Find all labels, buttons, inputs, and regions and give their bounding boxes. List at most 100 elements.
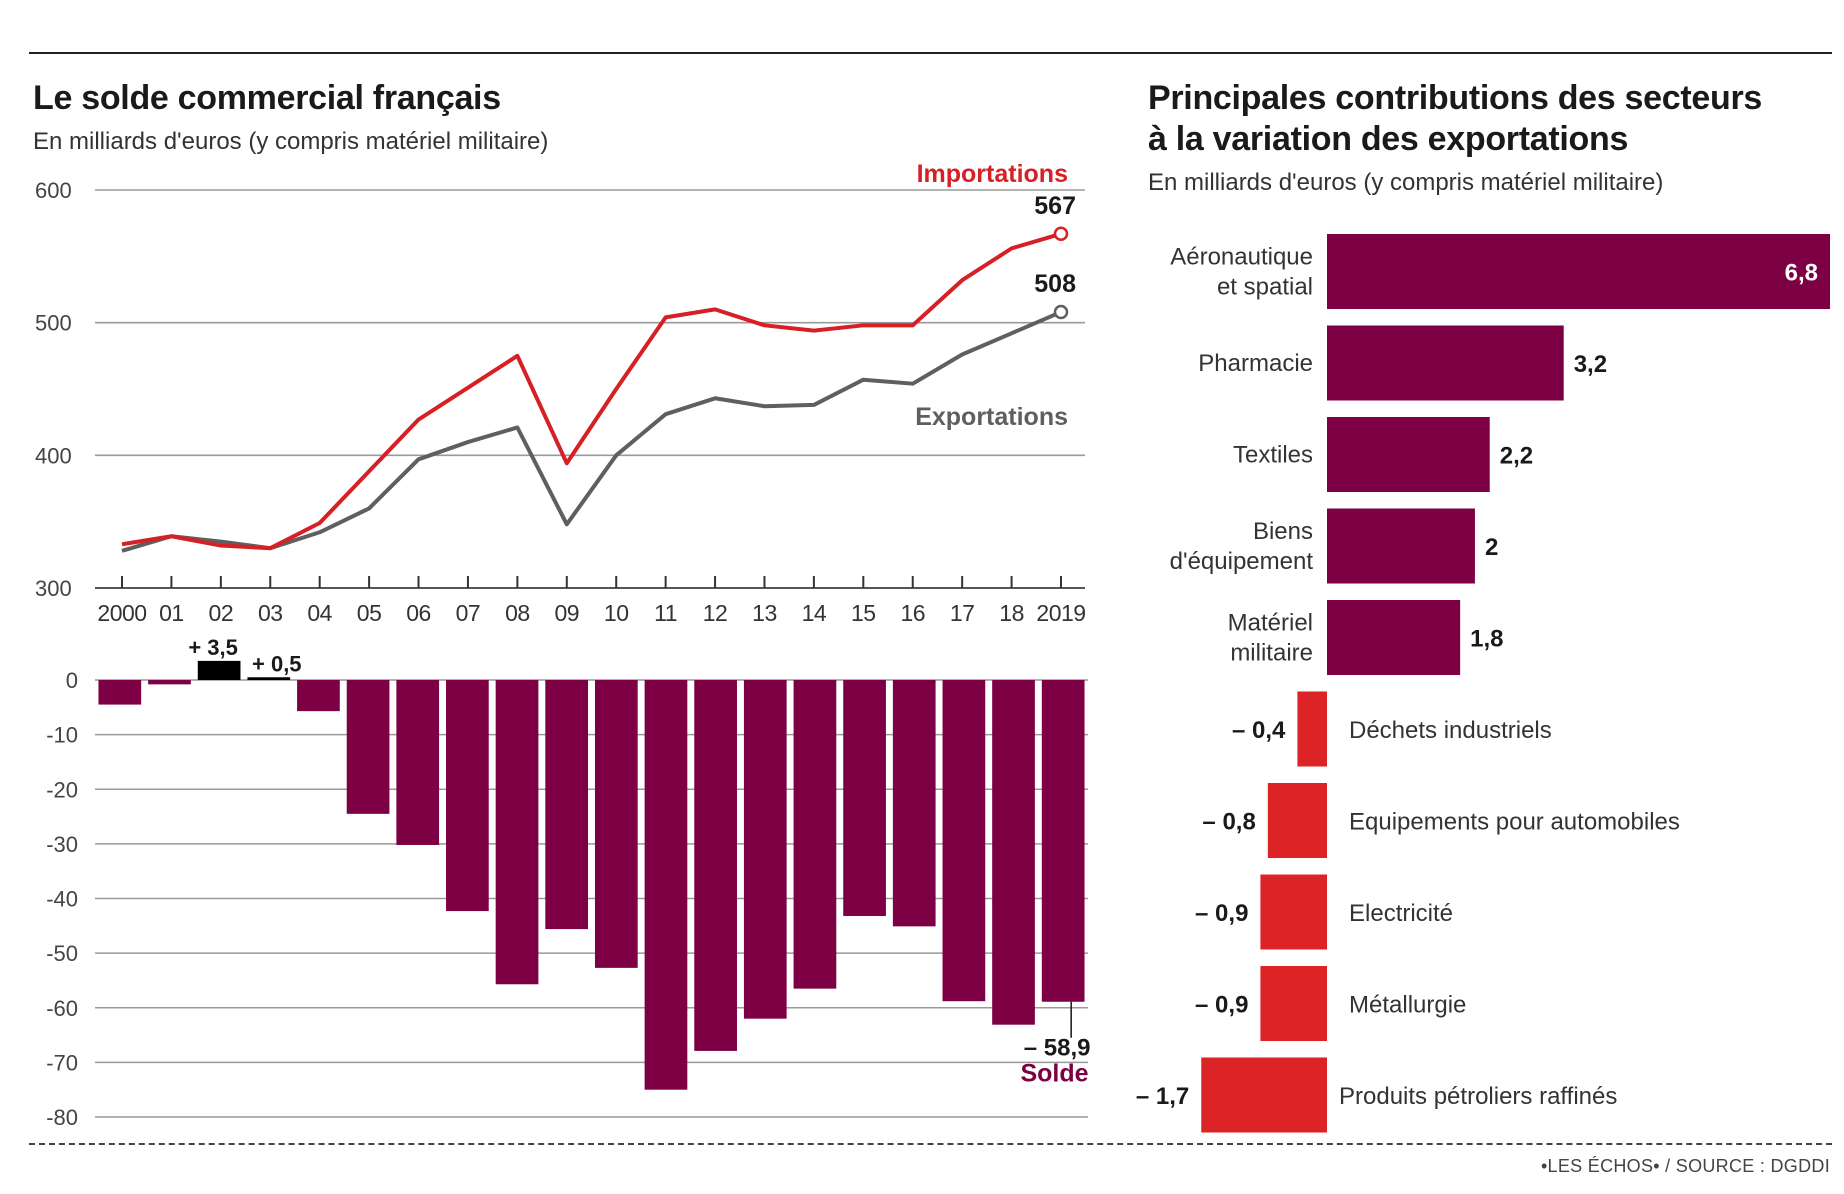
x-tick-label: 13 bbox=[752, 600, 777, 626]
solde-bar bbox=[1041, 680, 1085, 1002]
category-label: Equipements pour automobiles bbox=[1349, 809, 1680, 836]
solde-data-label: + 0,5 bbox=[252, 651, 302, 676]
solde-bar bbox=[694, 680, 737, 1051]
left-chart-subtitle: En milliards d'euros (y compris matériel… bbox=[33, 128, 549, 155]
x-tick-label: 08 bbox=[505, 600, 530, 626]
solde-bar bbox=[942, 680, 986, 1002]
solde-bar bbox=[743, 680, 787, 1019]
x-tick-label: 03 bbox=[258, 600, 283, 626]
category-label: Biens bbox=[1253, 518, 1313, 545]
solde-bar-chart: 0 -10 -20 -30 -40 -50 -60 -70 -80 + 3,5 + 0,5 – 58… bbox=[46, 635, 1090, 1130]
imports-line bbox=[121, 231, 1062, 551]
x-tick-label: 04 bbox=[307, 600, 332, 626]
x-tick-label: 02 bbox=[209, 600, 234, 626]
y-tick-label: -20 bbox=[46, 777, 78, 802]
value-label: 6,8 bbox=[1785, 260, 1818, 287]
solde-bar bbox=[843, 680, 886, 916]
category-label: Textiles bbox=[1233, 442, 1313, 469]
right-chart-title-line2: à la variation des exportations bbox=[1148, 120, 1629, 158]
x-tick-label: 15 bbox=[851, 600, 876, 626]
value-label: – 0,9 bbox=[1195, 992, 1248, 1019]
x-tick-label: 16 bbox=[900, 600, 925, 626]
y-tick-label: -10 bbox=[46, 723, 78, 748]
solde-bar bbox=[396, 680, 440, 845]
contributions-bar-chart: Aéronautique et spatial 6,8 Pharmacie 3,2 Tex… bbox=[1136, 234, 1830, 1133]
contribution-bar bbox=[1201, 1057, 1327, 1133]
solde-bar bbox=[446, 680, 489, 912]
category-label: Aéronautique bbox=[1170, 244, 1313, 271]
x-tick-label: 01 bbox=[159, 600, 184, 626]
value-label: – 0,4 bbox=[1232, 717, 1286, 744]
y-tick-label: 300 bbox=[35, 576, 72, 601]
category-label: et spatial bbox=[1217, 274, 1313, 301]
x-tick-label: 14 bbox=[802, 600, 827, 626]
solde-bar bbox=[197, 660, 241, 680]
solde-bar bbox=[98, 680, 142, 705]
x-tick-label: 11 bbox=[654, 600, 677, 626]
exports-end-marker bbox=[1053, 304, 1069, 320]
left-chart-title: Le solde commercial français bbox=[33, 79, 501, 117]
value-label: 2,2 bbox=[1500, 443, 1533, 470]
solde-bar bbox=[148, 680, 191, 685]
y-tick-label: -40 bbox=[46, 887, 78, 912]
y-tick-label: 600 bbox=[35, 178, 72, 203]
x-tick-label: 12 bbox=[703, 600, 728, 626]
category-label: Electricité bbox=[1349, 900, 1453, 927]
category-label: Métallurgie bbox=[1349, 992, 1466, 1019]
contribution-bar bbox=[1327, 234, 1830, 309]
solde-data-label: + 3,5 bbox=[188, 635, 238, 660]
right-chart-title-line1: Principales contributions des secteurs bbox=[1148, 79, 1763, 117]
x-tick-label: 17 bbox=[950, 600, 975, 626]
solde-bar bbox=[992, 680, 1035, 1025]
x-tick-label: 05 bbox=[357, 600, 382, 626]
x-tick-label: 18 bbox=[999, 600, 1024, 626]
category-label: Produits pétroliers raffinés bbox=[1339, 1083, 1617, 1110]
y-tick-label: 400 bbox=[35, 443, 72, 468]
solde-bar bbox=[346, 680, 390, 814]
contribution-bar bbox=[1297, 691, 1327, 767]
solde-bar bbox=[545, 680, 589, 930]
y-tick-label: -50 bbox=[46, 941, 78, 966]
value-label: – 0,8 bbox=[1202, 809, 1255, 836]
imports-end-marker bbox=[1053, 226, 1069, 242]
contribution-bar bbox=[1327, 417, 1490, 492]
contribution-bar bbox=[1260, 966, 1327, 1041]
value-label: 3,2 bbox=[1574, 351, 1607, 378]
category-label: Déchets industriels bbox=[1349, 717, 1552, 744]
contribution-bar bbox=[1327, 508, 1475, 584]
y-tick-label: -30 bbox=[46, 832, 78, 857]
category-label: militaire bbox=[1230, 640, 1313, 667]
exports-end-label: 508 bbox=[1034, 270, 1076, 298]
right-chart-subtitle: En milliards d'euros (y compris matériel… bbox=[1148, 169, 1664, 196]
solde-bar bbox=[594, 680, 638, 968]
solde-series-label: Solde bbox=[1020, 1060, 1088, 1088]
solde-bar bbox=[495, 680, 539, 985]
value-label: 2 bbox=[1485, 534, 1498, 561]
value-label: – 1,7 bbox=[1136, 1083, 1189, 1110]
exports-line bbox=[121, 310, 1062, 553]
contribution-bar bbox=[1327, 600, 1461, 675]
x-tick-label: 2019 bbox=[1036, 600, 1085, 626]
exports-series-label: Exportations bbox=[915, 403, 1068, 431]
solde-bar bbox=[793, 680, 837, 989]
category-label: Matériel bbox=[1228, 610, 1313, 637]
x-tick-label: 07 bbox=[456, 600, 481, 626]
contribution-bar bbox=[1327, 325, 1564, 401]
solde-bar bbox=[892, 680, 936, 927]
x-tick-label: 2000 bbox=[97, 600, 146, 626]
y-tick-label: -70 bbox=[46, 1050, 78, 1075]
top-rule bbox=[29, 52, 1832, 54]
category-label: Pharmacie bbox=[1198, 350, 1313, 377]
value-label: – 0,9 bbox=[1195, 900, 1248, 927]
y-tick-label: -80 bbox=[46, 1105, 78, 1130]
imports-series-label: Importations bbox=[917, 160, 1068, 188]
x-tick-label: 06 bbox=[406, 600, 431, 626]
solde-bar bbox=[644, 680, 688, 1090]
contribution-bar bbox=[1267, 783, 1327, 858]
y-tick-label: 0 bbox=[66, 668, 78, 693]
bottom-dashed-rule bbox=[29, 1143, 1832, 1145]
x-tick-label: 09 bbox=[554, 600, 579, 626]
y-tick-label: -60 bbox=[46, 996, 78, 1021]
solde-bar bbox=[247, 677, 291, 680]
trade-line-chart: 600 500 400 300 2000 01 02 03 04 05 06 07 08 09 10 11 1… bbox=[35, 160, 1086, 626]
